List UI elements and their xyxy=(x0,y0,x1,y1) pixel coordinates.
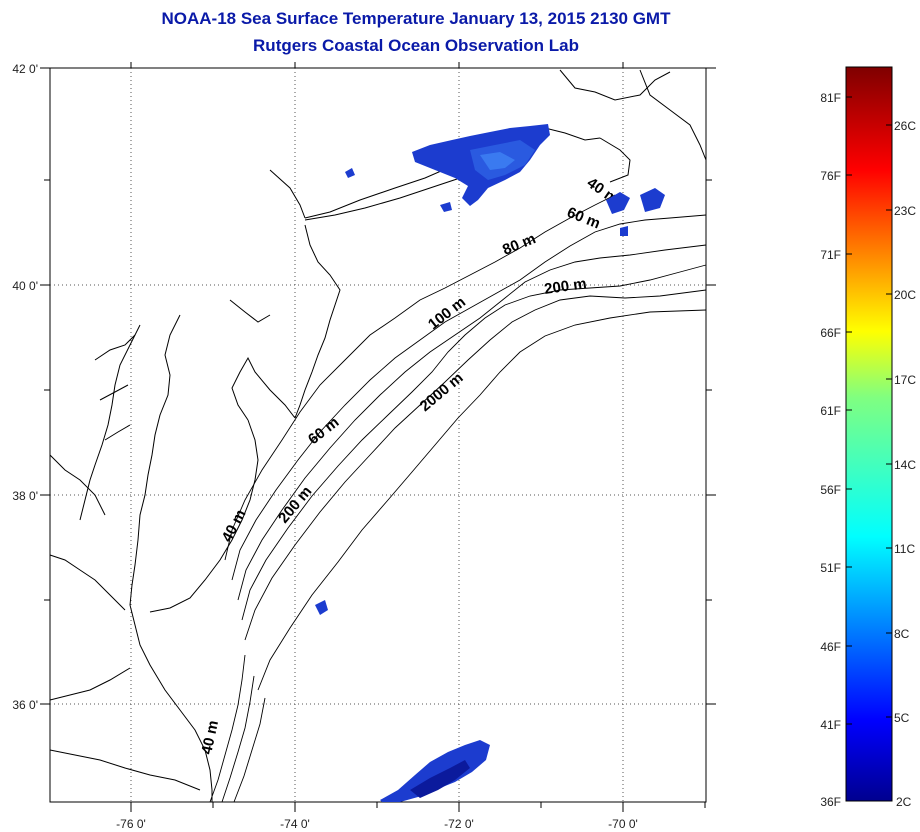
lon-label: -70 0' xyxy=(608,817,638,831)
lat-label: 36 0' xyxy=(12,698,38,712)
contour-label: 40 m xyxy=(198,719,222,756)
colorbar-f-label: 56F xyxy=(820,483,841,497)
map-subtitle: Rutgers Coastal Ocean Observation Lab xyxy=(253,36,579,55)
colorbar-c-label: 17C xyxy=(894,373,916,387)
bathymetry-contours xyxy=(209,194,707,803)
colorbar-gradient xyxy=(845,66,893,802)
map-title: NOAA-18 Sea Surface Temperature January … xyxy=(161,9,671,28)
colorbar-f-label: 66F xyxy=(820,326,841,340)
lat-label: 42 0' xyxy=(12,62,38,76)
colorbar-c-label: 14C xyxy=(894,458,916,472)
graticule xyxy=(50,68,706,802)
colorbar-c-label: 2C xyxy=(896,795,912,809)
colorbar-f-label: 51F xyxy=(820,561,841,575)
contour-label: 200 m xyxy=(543,275,587,298)
axis-ticks xyxy=(40,62,716,812)
colorbar-f-label: 41F xyxy=(820,718,841,732)
lat-label: 38 0' xyxy=(12,489,38,503)
colorbar-f-label: 81F xyxy=(820,91,841,105)
lon-label: -72 0' xyxy=(444,817,474,831)
sst-patches xyxy=(315,124,665,802)
colorbar-f-label: 36F xyxy=(820,795,841,809)
colorbar-c-label: 5C xyxy=(894,711,910,725)
colorbar-f-label: 46F xyxy=(820,640,841,654)
coastline xyxy=(49,69,707,802)
colorbar-c-label: 26C xyxy=(894,119,916,133)
colorbar-c-label: 8C xyxy=(894,627,910,641)
colorbar-f-label: 61F xyxy=(820,404,841,418)
colorbar-c-label: 11C xyxy=(894,542,915,556)
lat-label: 40 0' xyxy=(12,279,38,293)
colorbar-c-label: 20C xyxy=(894,288,916,302)
colorbar-f-label: 76F xyxy=(820,169,841,183)
lon-label: -74 0' xyxy=(280,817,310,831)
colorbar-c-label: 23C xyxy=(894,204,916,218)
colorbar-f-label: 71F xyxy=(820,248,841,262)
lon-label: -76 0' xyxy=(116,817,146,831)
